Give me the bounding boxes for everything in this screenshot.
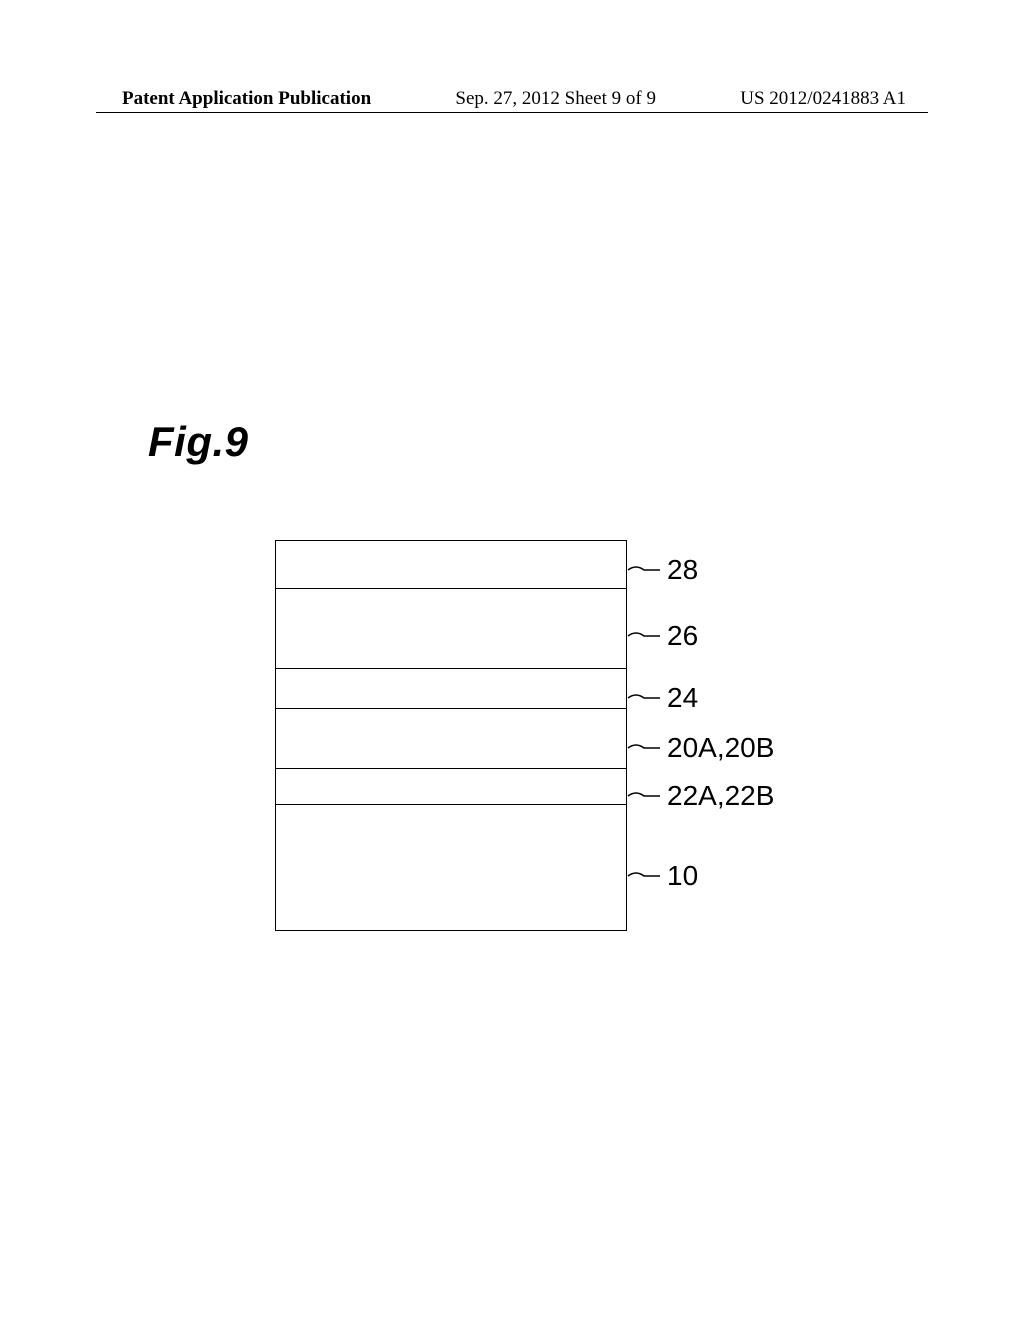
layer-26 (276, 589, 626, 669)
layer-10 (276, 805, 626, 931)
label-text: 24 (667, 682, 698, 714)
layer-24 (276, 669, 626, 709)
header-row: Patent Application Publication Sep. 27, … (0, 88, 1024, 110)
leader-line-icon (627, 563, 661, 577)
label-text: 26 (667, 620, 698, 652)
label-24: 24 (627, 682, 698, 714)
page-header: Patent Application Publication Sep. 27, … (0, 88, 1024, 110)
leader-line-icon (627, 629, 661, 643)
leader-line-icon (627, 741, 661, 755)
label-text: 28 (667, 554, 698, 586)
leader-line-icon (627, 869, 661, 883)
header-right: US 2012/0241883 A1 (740, 88, 906, 110)
header-rule (96, 112, 928, 113)
label-28: 28 (627, 554, 698, 586)
header-left: Patent Application Publication (122, 88, 371, 110)
label-text: 22A,22B (667, 780, 774, 812)
page: Patent Application Publication Sep. 27, … (0, 0, 1024, 1320)
label-22a-22b: 22A,22B (627, 780, 774, 812)
layer-20a-20b (276, 709, 626, 769)
layer-22a-22b (276, 769, 626, 805)
label-26: 26 (627, 620, 698, 652)
label-10: 10 (627, 860, 698, 892)
header-center: Sep. 27, 2012 Sheet 9 of 9 (455, 88, 656, 110)
leader-line-icon (627, 691, 661, 705)
figure-caption: Fig.9 (148, 418, 249, 466)
label-text: 20A,20B (667, 732, 774, 764)
label-text: 10 (667, 860, 698, 892)
leader-line-icon (627, 789, 661, 803)
layer-stack (275, 540, 627, 931)
layer-28 (276, 541, 626, 589)
label-20a-20b: 20A,20B (627, 732, 774, 764)
